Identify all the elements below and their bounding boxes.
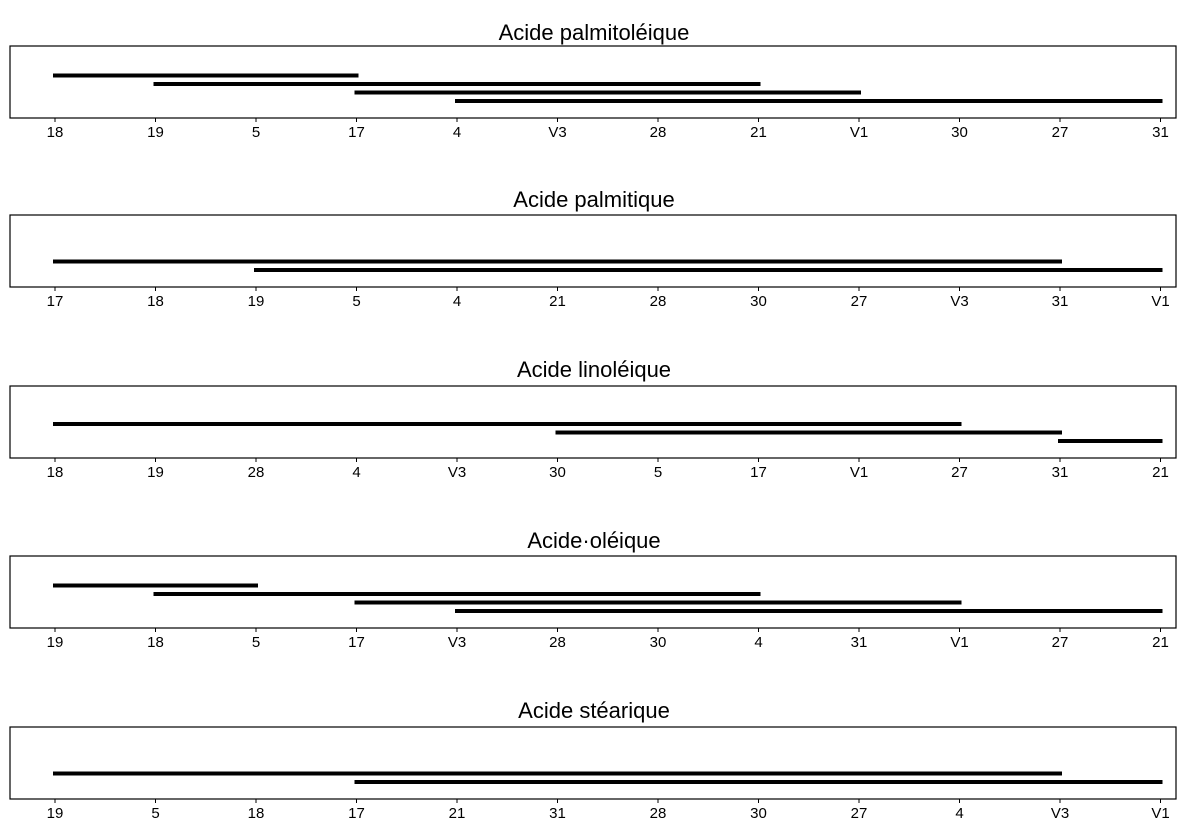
- x-tick-label: 5: [654, 464, 662, 481]
- x-tick-label: 21: [1152, 634, 1169, 651]
- x-tick-label: 31: [1052, 293, 1069, 310]
- plot-frame: [9, 555, 1177, 629]
- x-tick-label: V1: [1151, 293, 1169, 310]
- x-tick-label: V3: [448, 464, 466, 481]
- chart-panel: Acide·oléique 19 18 5 17 V3 28 30 4 31 V1 27 21: [9, 528, 1177, 651]
- x-tick-label: 21: [449, 805, 466, 821]
- x-tick-label: 5: [151, 805, 159, 821]
- x-tick-label: 18: [147, 634, 164, 651]
- x-tick-label: 31: [1152, 124, 1169, 141]
- x-tick-label: 28: [248, 464, 265, 481]
- x-tick-label: 4: [453, 293, 461, 310]
- x-tick-label: 17: [348, 124, 365, 141]
- x-tick-label: 28: [650, 293, 667, 310]
- x-tick-label: 27: [1052, 124, 1069, 141]
- plot-frame: [9, 214, 1177, 288]
- x-tick-label: V1: [950, 634, 968, 651]
- x-tick-label: 30: [750, 293, 767, 310]
- x-tick-label: 28: [650, 124, 667, 141]
- x-tick-label: 21: [750, 124, 767, 141]
- x-tick-label: 4: [352, 464, 360, 481]
- x-tick-label: V1: [1151, 805, 1169, 821]
- x-tick-label: 4: [955, 805, 963, 821]
- x-tick-label: 19: [47, 805, 64, 821]
- x-tick-label: 27: [1052, 634, 1069, 651]
- x-tick-label: 18: [248, 805, 265, 821]
- chart-title: Acide stéarique: [518, 698, 670, 723]
- chart-panel: Acide linoléique 18 19 28 4 V3 30 5 17 V1 27 31 21: [9, 357, 1177, 481]
- x-tick-label: 30: [650, 634, 667, 651]
- x-tick-label: 31: [1052, 464, 1069, 481]
- x-tick-label: 17: [348, 634, 365, 651]
- x-tick-label: 30: [549, 464, 566, 481]
- x-tick-label: 21: [549, 293, 566, 310]
- x-tick-label: 18: [47, 464, 64, 481]
- chart-panel: Acide palmitique 17 18 19 5 4 21 28 30 27 V3 31 V1: [9, 187, 1177, 310]
- plot-frame: [9, 726, 1177, 800]
- x-tick-label: 19: [147, 464, 164, 481]
- x-tick-label: V1: [850, 124, 868, 141]
- plot-frame: [9, 385, 1177, 459]
- x-tick-label: 27: [851, 805, 868, 821]
- x-tick-label: V3: [548, 124, 566, 141]
- x-tick-label: 17: [47, 293, 64, 310]
- x-tick-label: 31: [851, 634, 868, 651]
- plot-frame: [9, 45, 1177, 119]
- x-tick-label: 18: [47, 124, 64, 141]
- x-tick-label: 17: [348, 805, 365, 821]
- chart-panel: Acide stéarique 19 5 18 17 21 31 28 30 27 4 V3 V1: [9, 698, 1177, 821]
- x-tick-label: 4: [453, 124, 461, 141]
- chart-title: Acide linoléique: [517, 357, 671, 382]
- x-tick-label: 4: [754, 634, 762, 651]
- x-tick-label: V3: [1051, 805, 1069, 821]
- x-tick-label: 27: [951, 464, 968, 481]
- x-tick-label: 28: [549, 634, 566, 651]
- x-tick-label: V3: [950, 293, 968, 310]
- x-tick-label: 19: [147, 124, 164, 141]
- chart-title: Acide·oléique: [527, 528, 660, 553]
- x-tick-label: V1: [850, 464, 868, 481]
- x-tick-label: 30: [750, 805, 767, 821]
- x-tick-label: 5: [252, 634, 260, 651]
- x-tick-label: 27: [851, 293, 868, 310]
- x-tick-label: 19: [47, 634, 64, 651]
- x-tick-label: 28: [650, 805, 667, 821]
- x-tick-label: 5: [252, 124, 260, 141]
- x-tick-label: 21: [1152, 464, 1169, 481]
- x-tick-label: 19: [248, 293, 265, 310]
- x-tick-label: 30: [951, 124, 968, 141]
- x-tick-label: 17: [750, 464, 767, 481]
- x-tick-label: V3: [448, 634, 466, 651]
- chart-title: Acide palmitoléique: [499, 20, 690, 45]
- chart-panel: Acide palmitoléique 18 19 5 17 4 V3 28 21 V1 30 27 3…: [9, 20, 1177, 141]
- x-tick-label: 5: [352, 293, 360, 310]
- x-tick-label: 31: [549, 805, 566, 821]
- x-tick-label: 18: [147, 293, 164, 310]
- chart-title: Acide palmitique: [513, 187, 674, 212]
